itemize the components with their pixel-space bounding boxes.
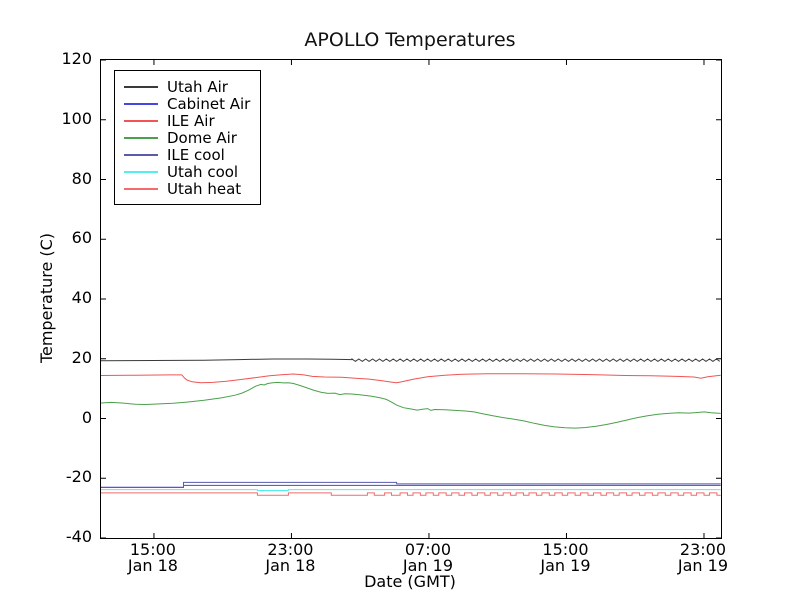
plot-area: Utah Air Cabinet Air ILE Air Dome Air ILE co… <box>100 59 722 539</box>
legend-label: Dome Air <box>167 128 237 147</box>
y-tick-label: 20 <box>71 347 92 367</box>
legend-label: Utah cool <box>167 162 239 181</box>
series-line-utah-cool <box>101 489 721 491</box>
x-tick-time: 23:00 <box>679 540 727 559</box>
x-axis-label: Date (GMT) <box>364 572 456 591</box>
y-tick-label: 60 <box>71 228 92 248</box>
legend-line-sample <box>124 119 158 122</box>
y-tick-label: 100 <box>61 108 92 128</box>
y-tick-label: -20 <box>65 467 92 487</box>
legend-label: Utah heat <box>167 179 242 198</box>
y-tick-label: 40 <box>71 288 92 307</box>
legend-item-ile-cool: ILE cool <box>124 145 250 164</box>
legend-label: ILE cool <box>167 145 225 164</box>
legend-line-sample <box>124 85 158 88</box>
legend-line-sample <box>124 153 158 156</box>
series-line-dome-air <box>101 381 721 429</box>
legend-item-utah-heat: Utah heat <box>124 179 250 198</box>
chart-title: APOLLO Temperatures <box>304 29 516 51</box>
x-tick-time: 15:00 <box>542 540 589 559</box>
y-tick-label: -40 <box>65 527 92 546</box>
x-tick-label: 15:00 Jan 19 <box>510 542 620 574</box>
x-tick-date: Jan 18 <box>265 556 316 575</box>
legend-item-dome-air: Dome Air <box>124 128 250 147</box>
y-tick-label: 0 <box>81 407 92 427</box>
x-tick-time: 15:00 <box>129 540 176 559</box>
x-tick-time: 23:00 <box>267 540 314 559</box>
x-tick-label: 07:00 Jan 19 <box>373 542 483 574</box>
x-tick-date: Jan 19 <box>677 556 729 575</box>
legend-label: Utah Air <box>167 77 228 96</box>
legend-label: ILE Air <box>167 111 215 130</box>
series-line-utah-heat <box>101 492 721 496</box>
legend-line-sample <box>124 187 158 190</box>
legend-line-sample <box>124 170 158 173</box>
legend-item-ile-air: ILE Air <box>124 111 250 130</box>
series-line-ile-cool <box>101 481 721 488</box>
series-line-ile-air <box>101 373 721 384</box>
legend-line-sample <box>124 102 158 105</box>
series-line-cabinet-air <box>101 484 721 488</box>
legend-label: Cabinet Air <box>167 94 251 113</box>
series-line-utah-air <box>101 358 721 363</box>
x-tick-label: 23:00 Jan 18 <box>235 542 345 574</box>
legend: Utah Air Cabinet Air ILE Air Dome Air ILE co… <box>114 70 262 205</box>
y-tick-label: 80 <box>71 168 92 188</box>
chart-canvas <box>101 60 721 538</box>
y-tick-label: 120 <box>61 49 92 68</box>
legend-line-sample <box>124 136 158 139</box>
legend-item-cabinet-air: Cabinet Air <box>124 94 251 113</box>
legend-item-utah-air: Utah Air <box>124 77 250 96</box>
x-tick-time: 07:00 <box>404 540 451 559</box>
x-tick-date: Jan 18 <box>127 556 178 575</box>
x-tick-label: 23:00 Jan 19 <box>648 542 758 574</box>
legend-item-utah-cool: Utah cool <box>124 162 250 181</box>
x-tick-label: 15:00 Jan 18 <box>98 542 208 574</box>
x-tick-date: Jan 19 <box>402 556 453 575</box>
x-tick-date: Jan 19 <box>540 556 591 575</box>
